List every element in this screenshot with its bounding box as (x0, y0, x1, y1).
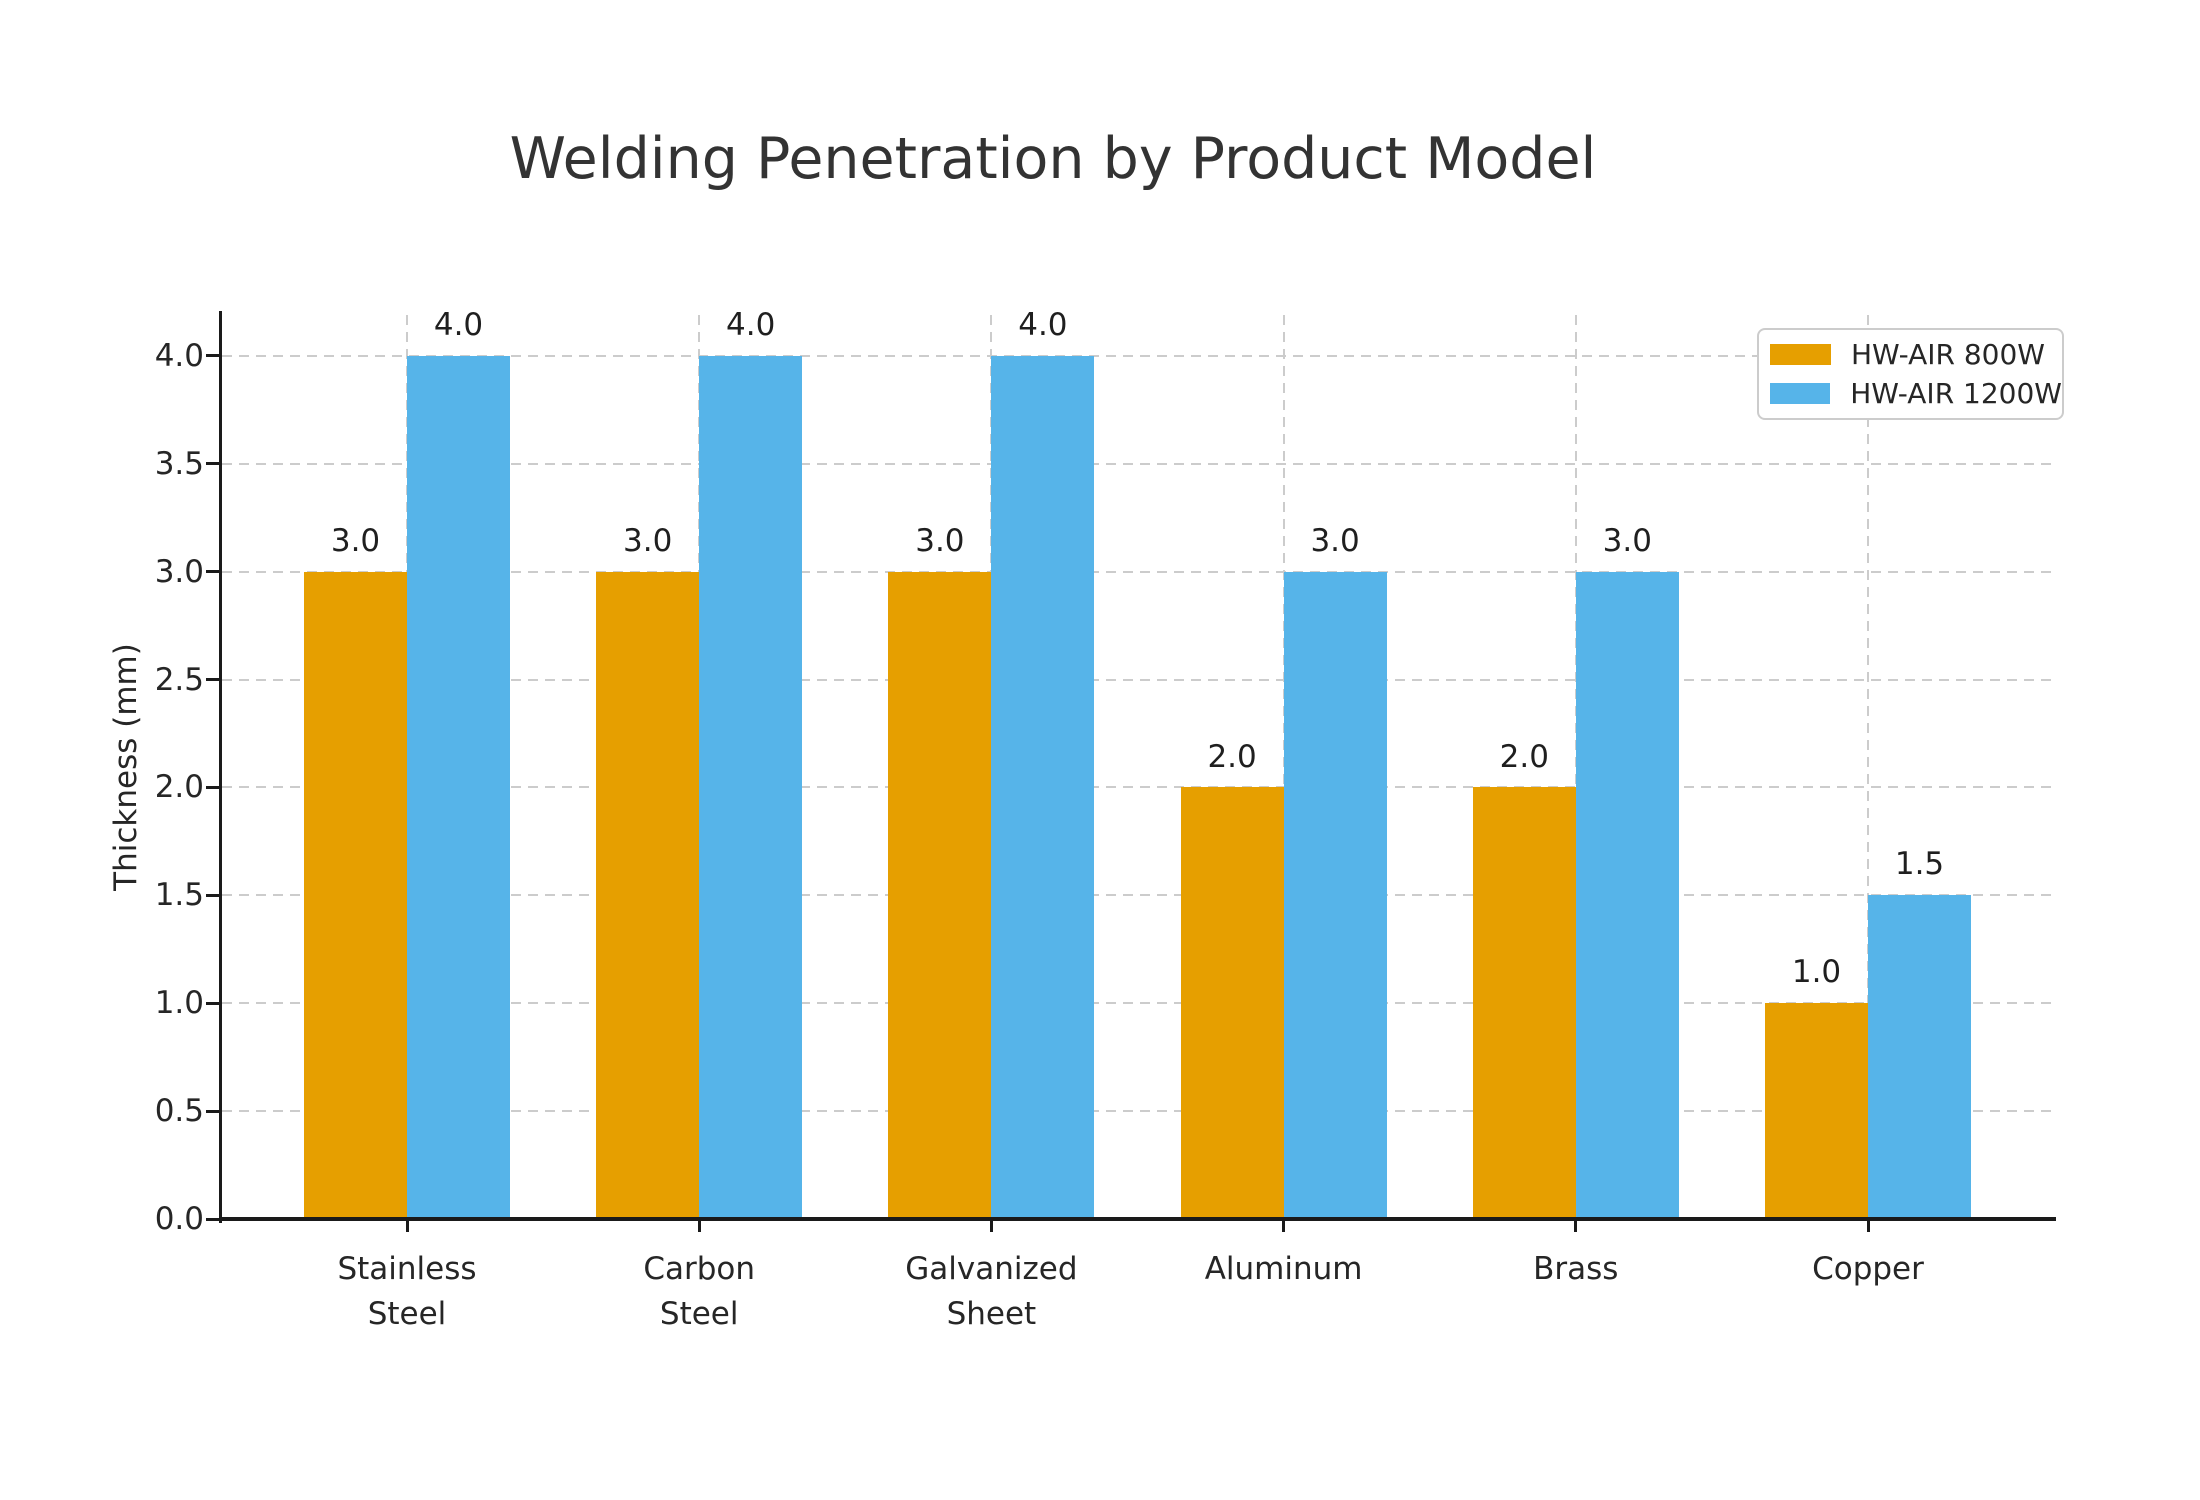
x-tick-label: Copper (1812, 1251, 1924, 1287)
bar-value-label: 4.0 (726, 307, 776, 343)
x-tick (1574, 1219, 1578, 1232)
y-tick (206, 1109, 219, 1113)
y-tick (206, 893, 219, 897)
x-tick (1866, 1219, 1870, 1232)
y-tick-label: 1.0 (154, 985, 204, 1022)
x-tick (697, 1219, 701, 1232)
legend-item-hw-air-1200w: HW-AIR 1200W (1770, 377, 2062, 410)
bar-value-label: 4.0 (433, 307, 484, 343)
y-tick (206, 570, 219, 574)
x-tick-label: Galvanized Sheet (905, 1251, 1078, 1332)
bar-800w (304, 571, 407, 1219)
y-gridline (222, 894, 2056, 897)
x-tick-label: Carbon Steel (643, 1251, 756, 1332)
bar-1200w (991, 355, 1095, 1219)
legend-swatch-1200w-icon (1770, 383, 1831, 404)
y-tick (206, 785, 219, 789)
bar-value-label: 3.0 (330, 522, 381, 559)
legend-item-hw-air-800w: HW-AIR 800W (1770, 338, 2062, 371)
bar-value-label: 3.0 (915, 522, 965, 559)
legend-label-1200w: HW-AIR 1200W (1850, 377, 2062, 410)
bar-value-label: 4.0 (1018, 307, 1068, 343)
plot-area: 3.0 4.0 3.0 4.0 3.0 4.0 2.0 3.0 2.0 3.0 1.0 1.5 0.0 0… (155, 307, 2056, 1332)
x-axis-spine (219, 1217, 2056, 1221)
bar-value-label: 1.5 (1894, 846, 1945, 883)
y-tick-label: 2.5 (154, 661, 204, 698)
y-gridline (222, 462, 2056, 465)
bar-value-label: 3.0 (1310, 522, 1360, 559)
bar-1200w (699, 355, 803, 1219)
x-tick (405, 1219, 409, 1232)
bar-800w (1180, 787, 1284, 1219)
legend-label-800w: HW-AIR 800W (1851, 338, 2045, 371)
chart-title: Welding Penetration by Product Model (509, 126, 1597, 192)
y-tick (206, 354, 219, 358)
bar-800w (1765, 1003, 1868, 1219)
x-tick (1282, 1219, 1286, 1232)
bar-value-label: 2.0 (1207, 738, 1257, 775)
y-tick-label: 4.0 (154, 337, 204, 374)
y-tick (206, 678, 219, 682)
y-gridline (222, 1002, 2056, 1005)
legend-swatch-800w-icon (1770, 344, 1831, 365)
bar-1200w (1575, 571, 1679, 1219)
bar-1200w (407, 355, 510, 1219)
bar-value-label: 3.0 (1602, 522, 1652, 559)
bar-value-label: 3.0 (623, 522, 673, 559)
x-tick-label: Brass (1533, 1251, 1619, 1287)
x-tick (989, 1219, 993, 1232)
bar-800w (888, 571, 992, 1219)
y-gridline (222, 354, 2056, 357)
bar-value-label: 2.0 (1499, 738, 1549, 775)
y-tick-label: 2.0 (154, 769, 204, 806)
y-tick (206, 1217, 219, 1221)
y-gridline (222, 570, 2056, 573)
x-gridline (1867, 315, 1869, 1219)
y-tick (206, 1001, 219, 1005)
y-tick-label: 0.0 (154, 1201, 204, 1237)
y-gridline (222, 786, 2056, 789)
y-tick-label: 1.5 (154, 877, 204, 914)
y-gridline (222, 1110, 2056, 1113)
legend: HW-AIR 800W HW-AIR 1200W (1757, 328, 2064, 420)
x-tick-label: Aluminum (1204, 1251, 1363, 1287)
y-tick-label: 3.5 (154, 445, 204, 482)
y-gridline (222, 678, 2056, 681)
y-axis-spine (219, 311, 222, 1223)
y-tick-label: 0.5 (154, 1093, 204, 1130)
y-tick (206, 462, 219, 466)
bar-1200w (1868, 895, 1971, 1219)
y-tick-label: 3.0 (154, 553, 204, 590)
x-tick-label: Stainless Steel (337, 1251, 477, 1332)
bar-800w (1472, 787, 1576, 1219)
bar-800w (596, 571, 700, 1219)
bar-value-label: 1.0 (1791, 954, 1842, 991)
bar-1200w (1283, 571, 1387, 1219)
